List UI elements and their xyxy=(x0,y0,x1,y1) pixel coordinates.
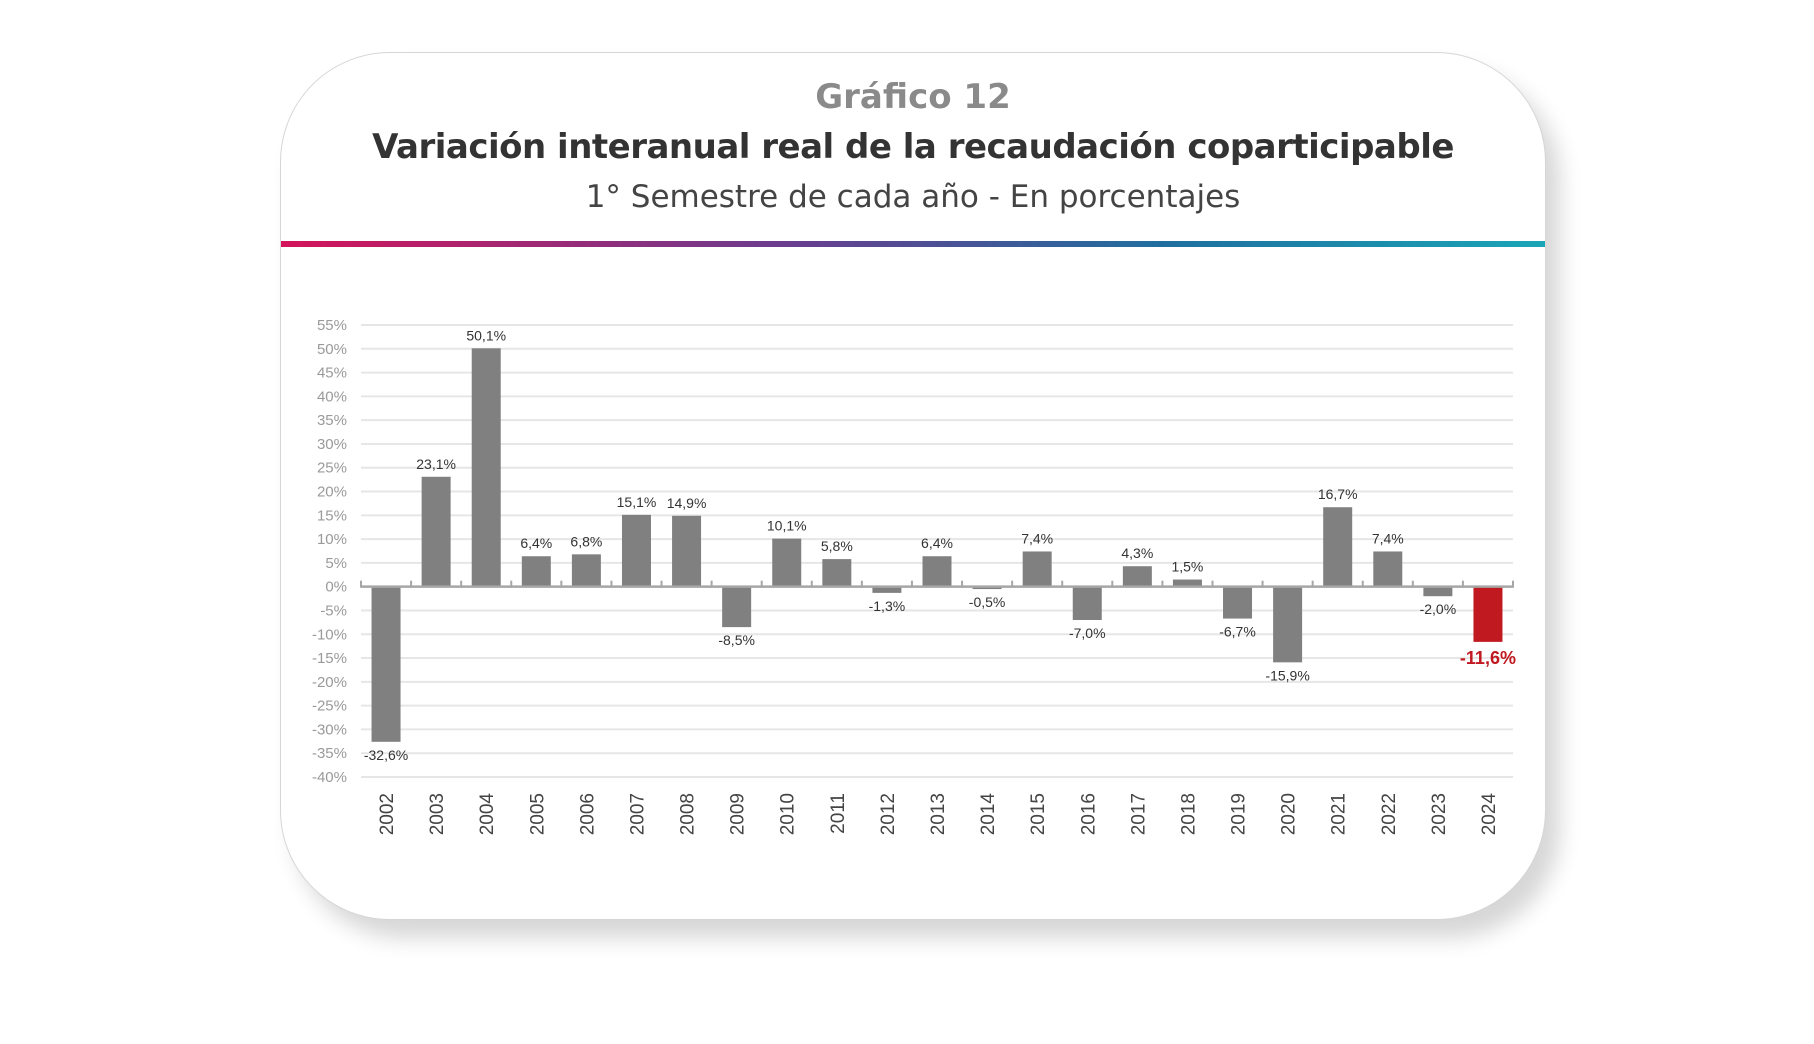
x-tick-label: 2015 xyxy=(1028,793,1049,835)
bar-2021 xyxy=(1323,507,1353,587)
bar-2002 xyxy=(371,586,401,742)
x-tick-label: 2010 xyxy=(778,793,799,835)
header-divider xyxy=(281,241,1545,247)
bar-2011 xyxy=(822,559,852,587)
y-tick-label: -30% xyxy=(312,721,347,738)
y-tick-label: -40% xyxy=(312,769,347,786)
bar-2003 xyxy=(421,476,451,587)
data-label: 14,9% xyxy=(667,495,707,511)
x-tick-label: 2014 xyxy=(978,793,999,836)
y-tick-label: 45% xyxy=(317,365,347,382)
bar-2012 xyxy=(872,586,902,593)
y-tick-label: 35% xyxy=(317,412,347,429)
x-tick-label: 2022 xyxy=(1379,793,1400,835)
chart-subtitle: 1° Semestre de cada año - En porcentajes xyxy=(585,179,1241,215)
chart-title: Variación interanual real de la recaudac… xyxy=(372,127,1454,167)
y-tick-label: -20% xyxy=(312,674,347,691)
bar-2016 xyxy=(1072,586,1102,620)
x-tick-label: 2012 xyxy=(878,793,899,835)
bar-2023 xyxy=(1423,586,1453,597)
y-tick-label: 50% xyxy=(317,341,347,358)
bar-2013 xyxy=(922,556,952,587)
chart-label: Gráfico 12 xyxy=(815,77,1011,117)
data-label: 7,4% xyxy=(1372,530,1404,546)
data-label: 6,8% xyxy=(570,533,602,549)
bar-2020 xyxy=(1273,586,1303,663)
data-label: 1,5% xyxy=(1171,559,1203,575)
data-label: -0,5% xyxy=(969,594,1006,610)
y-tick-label: -25% xyxy=(312,698,347,715)
data-label: 10,1% xyxy=(767,518,807,534)
x-tick-label: 2023 xyxy=(1429,793,1450,835)
y-tick-label: 15% xyxy=(317,507,347,524)
y-tick-label: -35% xyxy=(312,745,347,762)
x-tick-label: 2019 xyxy=(1229,793,1250,835)
x-tick-label: 2009 xyxy=(728,793,749,835)
data-label: -15,9% xyxy=(1265,667,1309,683)
x-tick-label: 2021 xyxy=(1329,793,1350,835)
x-tick-label: 2020 xyxy=(1279,793,1300,835)
x-tick-label: 2005 xyxy=(527,793,548,835)
x-tick-label: 2013 xyxy=(928,793,949,835)
x-tick-label: 2008 xyxy=(678,793,699,835)
bar-2007 xyxy=(621,514,651,587)
data-label: -6,7% xyxy=(1219,624,1256,640)
data-label: -1,3% xyxy=(869,598,906,614)
data-label: 23,1% xyxy=(416,456,456,472)
data-label: 7,4% xyxy=(1021,530,1053,546)
data-label: 6,4% xyxy=(921,535,953,551)
data-label: -2,0% xyxy=(1420,601,1457,617)
bar-2019 xyxy=(1223,586,1253,619)
x-tick-label: 2011 xyxy=(828,793,849,834)
x-tick-label: 2006 xyxy=(577,793,598,835)
data-label: 5,8% xyxy=(821,538,853,554)
bar-2017 xyxy=(1122,566,1152,587)
y-tick-label: 20% xyxy=(317,484,347,501)
data-label: -32,6% xyxy=(364,747,408,763)
bar-2018 xyxy=(1172,579,1202,587)
y-tick-label: 5% xyxy=(325,555,347,572)
bar-2022 xyxy=(1373,551,1403,587)
y-tick-label: -5% xyxy=(320,602,347,619)
data-label: 6,4% xyxy=(520,535,552,551)
y-tick-label: 55% xyxy=(317,317,347,334)
data-label: 4,3% xyxy=(1121,545,1153,561)
y-tick-label: 40% xyxy=(317,388,347,405)
data-label: 50,1% xyxy=(466,327,506,343)
x-tick-label: 2007 xyxy=(627,793,648,835)
data-label: 16,7% xyxy=(1318,486,1358,502)
x-tick-label: 2024 xyxy=(1479,793,1500,836)
y-tick-label: -10% xyxy=(312,626,347,643)
data-label: -7,0% xyxy=(1069,625,1106,641)
bar-2015 xyxy=(1022,551,1052,587)
y-tick-label: 30% xyxy=(317,436,347,453)
y-tick-label: -15% xyxy=(312,650,347,667)
data-label: -11,6% xyxy=(1460,648,1516,668)
y-tick-label: 25% xyxy=(317,460,347,477)
chart-card: Gráfico 12 Variación interanual real de … xyxy=(280,52,1546,920)
x-tick-label: 2016 xyxy=(1078,793,1099,835)
x-tick-label: 2018 xyxy=(1178,793,1199,835)
bar-2005 xyxy=(521,556,551,587)
data-label: -8,5% xyxy=(718,632,755,648)
bar-2010 xyxy=(772,538,802,587)
bar-2008 xyxy=(672,515,702,587)
y-tick-label: 0% xyxy=(325,579,347,596)
bar-2024 xyxy=(1473,586,1503,642)
bar-chart: 55% 50% 45% 40% 35% 30% 25% 20% 15% 10% 5% 0% -5% -10… xyxy=(312,317,1516,836)
x-tick-label: 2002 xyxy=(377,793,398,835)
x-tick-label: 2003 xyxy=(427,793,448,835)
bar-2004 xyxy=(471,348,501,587)
y-tick-label: 10% xyxy=(317,531,347,548)
data-label: 15,1% xyxy=(617,494,657,510)
x-tick-label: 2017 xyxy=(1128,793,1149,835)
bar-2006 xyxy=(571,554,601,587)
x-tick-label: 2004 xyxy=(477,793,498,836)
bar-2009 xyxy=(722,586,752,628)
